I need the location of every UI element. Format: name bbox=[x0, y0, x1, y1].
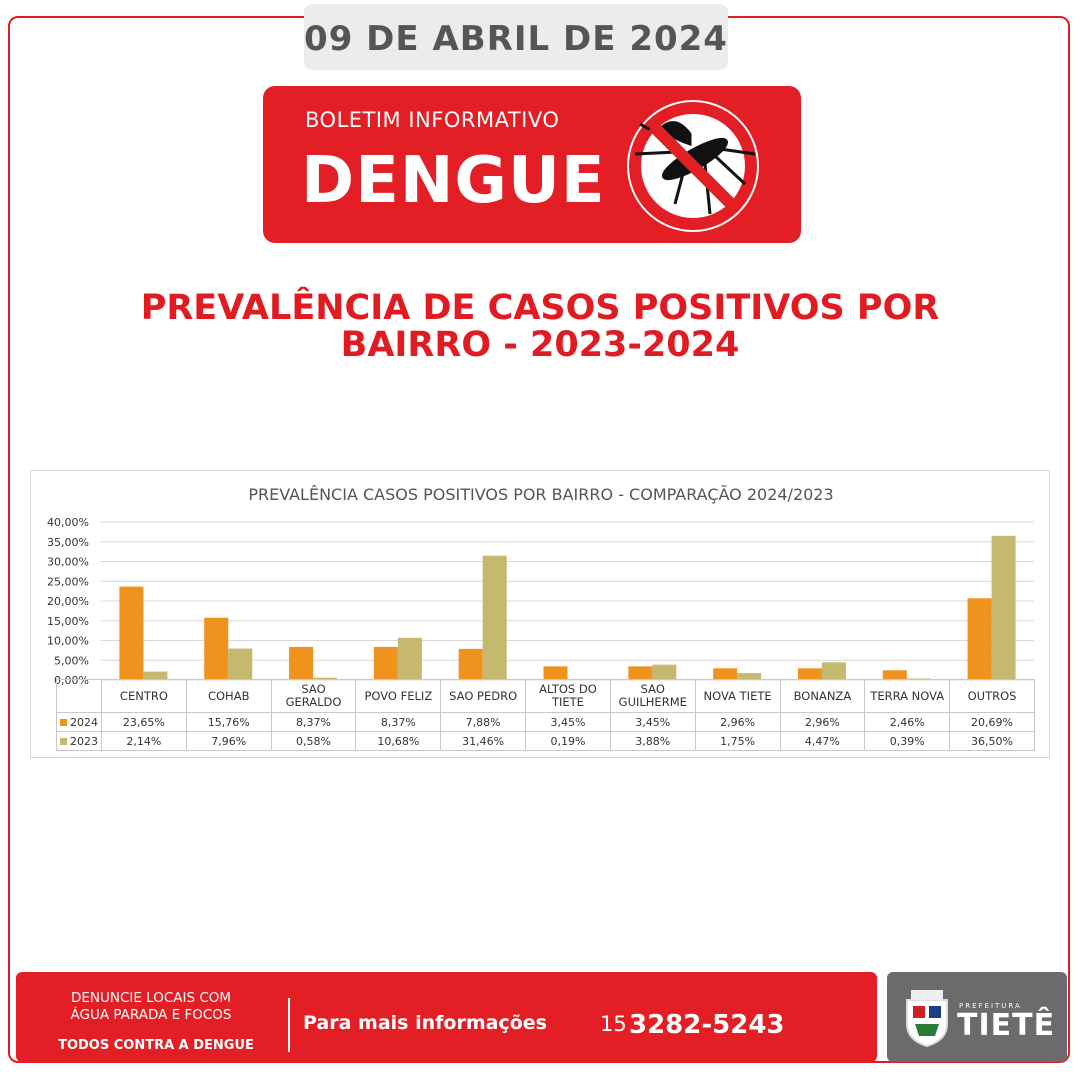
value-label: 10,68% bbox=[355, 731, 442, 751]
bar bbox=[458, 648, 483, 680]
value-label: 31,46% bbox=[440, 731, 527, 751]
legend-cell: 2024 bbox=[56, 712, 102, 732]
bar bbox=[713, 668, 738, 680]
table-row: 2024 23,65% 15,76% 8,37% 8,37% 7,88% 3,45% 3,45… bbox=[56, 712, 1035, 732]
legend-label: 2023 bbox=[70, 734, 98, 748]
icon-ring bbox=[629, 102, 757, 230]
phone: 3282-5243 bbox=[629, 1010, 785, 1040]
area-code: 15 bbox=[600, 1012, 627, 1036]
y-tick-label: 10,00% bbox=[47, 635, 89, 648]
y-tick-label: 30,00% bbox=[47, 556, 89, 569]
data-table: CENTRO COHAB SAO GERALDO POVO FELIZ SAO PEDR… bbox=[56, 679, 1035, 751]
value-label: 0,39% bbox=[864, 731, 951, 751]
x-tick-label: POVO FELIZ bbox=[355, 679, 442, 713]
x-tick-label: ALTOS DO TIETE bbox=[525, 679, 611, 713]
bar bbox=[313, 677, 338, 680]
bar bbox=[228, 648, 253, 680]
bar bbox=[797, 668, 822, 680]
value-label: 2,46% bbox=[864, 712, 951, 732]
value-label: 7,88% bbox=[440, 712, 527, 732]
table-header: CENTRO COHAB SAO GERALDO POVO FELIZ SAO PEDR… bbox=[56, 679, 1035, 713]
legend-label: 2024 bbox=[70, 715, 98, 729]
banner: BOLETIM INFORMATIVO DENGUE bbox=[263, 86, 801, 243]
value-label: 2,96% bbox=[779, 712, 866, 732]
bar bbox=[482, 555, 507, 680]
value-label: 0,58% bbox=[270, 731, 357, 751]
mosquito-icon bbox=[627, 100, 759, 232]
value-label: 4,47% bbox=[779, 731, 866, 751]
y-tick-label: 35,00% bbox=[47, 536, 89, 549]
footer: DENUNCIE LOCAIS COM ÁGUA PARADA E FOCOS … bbox=[16, 972, 877, 1062]
bar bbox=[652, 664, 677, 680]
y-tick-label: 20,00% bbox=[47, 595, 89, 608]
bar bbox=[289, 646, 314, 680]
y-tick-label: 25,00% bbox=[47, 575, 89, 588]
value-label: 15,76% bbox=[185, 712, 272, 732]
legend-swatch bbox=[60, 718, 67, 726]
value-label: 2,14% bbox=[101, 731, 187, 751]
banner-kicker: BOLETIM INFORMATIVO bbox=[305, 108, 560, 132]
value-label: 3,45% bbox=[525, 712, 611, 732]
banner-title: DENGUE bbox=[301, 144, 606, 218]
bar bbox=[397, 637, 422, 680]
corner-cell bbox=[56, 679, 102, 713]
bar bbox=[991, 535, 1016, 680]
x-tick-label: NOVA TIETE bbox=[694, 679, 781, 713]
x-tick-label: SAO GERALDO bbox=[270, 679, 357, 713]
value-label: 20,69% bbox=[949, 712, 1035, 732]
x-tick-label: COHAB bbox=[185, 679, 272, 713]
legend-swatch bbox=[60, 737, 67, 745]
bar bbox=[543, 666, 568, 680]
icon-slash bbox=[648, 121, 738, 211]
bar bbox=[737, 673, 762, 680]
x-tick-label: TERRA NOVA bbox=[864, 679, 951, 713]
footer-info: Para mais informações bbox=[303, 1012, 547, 1034]
x-tick-label: SAO PEDRO bbox=[440, 679, 527, 713]
bar bbox=[821, 662, 846, 680]
footer-slogan: TODOS CONTRA A DENGUE bbox=[58, 1038, 254, 1053]
bar bbox=[628, 666, 653, 680]
value-label: 8,37% bbox=[270, 712, 357, 732]
legend-cell: 2023 bbox=[56, 731, 102, 751]
value-label: 3,45% bbox=[609, 712, 696, 732]
y-tick-label: 40,00% bbox=[47, 516, 89, 529]
value-label: 0,19% bbox=[525, 731, 611, 751]
bar bbox=[967, 598, 992, 680]
bar bbox=[204, 617, 229, 680]
date: 09 DE ABRIL DE 2024 bbox=[304, 4, 728, 70]
value-label: 8,37% bbox=[355, 712, 442, 732]
x-tick-label: CENTRO bbox=[101, 679, 187, 713]
chart: PREVALÊNCIA CASOS POSITIVOS POR BAIRRO -… bbox=[30, 470, 1050, 758]
divider bbox=[288, 998, 290, 1052]
value-label: 36,50% bbox=[949, 731, 1035, 751]
bar bbox=[143, 671, 168, 680]
mosquito bbox=[634, 121, 756, 215]
chart-svg: PREVALÊNCIA CASOS POSITIVOS POR BAIRRO -… bbox=[47, 485, 1034, 687]
x-tick-label: BONANZA bbox=[779, 679, 866, 713]
logo: PREFEITURA TIETÊ bbox=[887, 972, 1067, 1062]
value-label: 2,96% bbox=[694, 712, 781, 732]
y-tick-label: 5,00% bbox=[54, 654, 89, 667]
bar bbox=[373, 646, 398, 680]
logo-kicker: PREFEITURA bbox=[959, 1002, 1022, 1010]
footer-notice: DENUNCIE LOCAIS COM ÁGUA PARADA E FOCOS bbox=[70, 990, 232, 1023]
chart-title: PREVALÊNCIA CASOS POSITIVOS POR BAIRRO -… bbox=[248, 485, 833, 504]
headline: PREVALÊNCIA DE CASOS POSITIVOS POR BAIRR… bbox=[140, 288, 940, 365]
value-label: 23,65% bbox=[101, 712, 187, 732]
x-tick-label: OUTROS bbox=[949, 679, 1035, 713]
table-row: 2023 2,14% 7,96% 0,58% 10,68% 31,46% 0,19% 3,88… bbox=[56, 731, 1035, 751]
bar bbox=[119, 586, 144, 680]
logo-name: TIETÊ bbox=[957, 1008, 1056, 1043]
x-tick-label: SAO GUILHERME bbox=[609, 679, 696, 713]
y-tick-label: 15,00% bbox=[47, 615, 89, 628]
value-label: 3,88% bbox=[609, 731, 696, 751]
logo-crest bbox=[906, 990, 948, 1048]
value-label: 1,75% bbox=[694, 731, 781, 751]
bar bbox=[882, 670, 907, 680]
value-label: 7,96% bbox=[185, 731, 272, 751]
